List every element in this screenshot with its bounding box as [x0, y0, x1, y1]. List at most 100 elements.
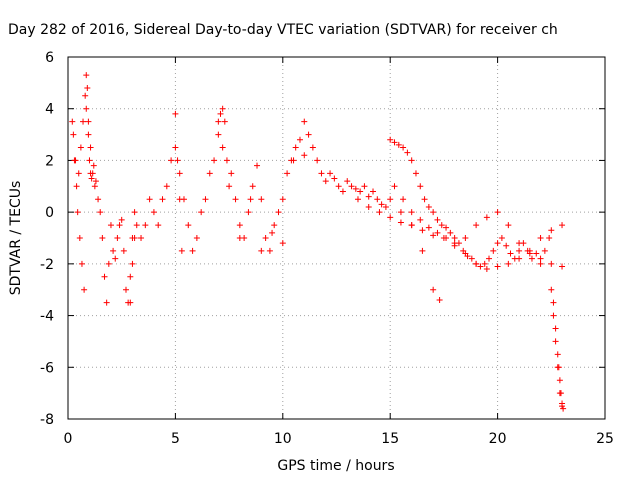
data-point — [168, 157, 175, 164]
data-point — [486, 255, 493, 262]
data-point — [503, 242, 510, 249]
data-point — [292, 144, 299, 151]
data-point — [78, 260, 85, 267]
y-tick-label: 2 — [45, 153, 54, 169]
data-point — [516, 247, 523, 254]
data-point — [211, 157, 218, 164]
y-axis-label: SDTVAR / TECUs — [8, 181, 24, 296]
data-point — [262, 235, 269, 241]
grid — [68, 57, 605, 419]
data-point — [223, 157, 230, 164]
data-point — [546, 235, 553, 241]
data-point — [400, 144, 407, 151]
data-point — [430, 286, 437, 293]
data-point — [494, 263, 501, 270]
data-point — [84, 85, 91, 92]
data-point — [331, 175, 338, 182]
data-point — [408, 157, 415, 164]
data-point — [163, 183, 170, 190]
data-point — [314, 157, 321, 164]
data-point — [434, 229, 441, 236]
data-point — [451, 235, 458, 241]
y-tick-labels: -8 -6 -4 -2 0 2 4 6 — [40, 50, 54, 428]
data-point — [560, 405, 567, 412]
data-point — [105, 260, 112, 267]
data-point — [481, 260, 488, 267]
data-point — [127, 299, 134, 306]
data-point — [434, 216, 441, 223]
data-point — [537, 255, 544, 262]
data-point — [81, 286, 88, 293]
data-point — [110, 247, 117, 254]
x-tick-label: 25 — [596, 431, 614, 447]
data-point — [249, 183, 256, 190]
data-point — [83, 105, 90, 112]
data-point — [76, 235, 83, 241]
data-point — [138, 235, 145, 241]
data-point — [548, 260, 555, 267]
data-point — [159, 196, 166, 203]
data-point — [146, 196, 153, 203]
data-point — [75, 170, 82, 177]
data-point — [425, 203, 432, 210]
data-point — [494, 240, 501, 247]
data-point — [344, 178, 351, 185]
data-point — [296, 136, 303, 143]
data-point — [90, 162, 97, 169]
data-point — [505, 260, 512, 267]
data-point — [498, 235, 505, 241]
data-point — [279, 196, 286, 203]
data-point — [118, 216, 125, 223]
data-point — [189, 247, 196, 254]
data-point — [83, 72, 90, 79]
data-point — [412, 170, 419, 177]
data-point — [103, 299, 110, 306]
data-point — [92, 178, 99, 185]
y-tick-label: -8 — [40, 412, 54, 428]
data-point — [494, 209, 501, 216]
data-point — [217, 110, 224, 117]
data-point — [421, 196, 428, 203]
data-point — [77, 144, 84, 151]
data-point — [236, 222, 243, 229]
data-point — [172, 144, 179, 151]
data-point — [559, 222, 566, 229]
data-point — [193, 235, 200, 241]
x-tick-labels: 0 5 10 15 20 25 — [64, 431, 614, 447]
data-point — [417, 183, 424, 190]
data-point — [112, 255, 119, 262]
data-point — [462, 250, 469, 257]
data-point — [462, 235, 469, 241]
data-point — [305, 131, 312, 138]
data-point — [430, 232, 437, 239]
data-point — [301, 152, 308, 159]
data-point — [87, 144, 94, 151]
data-point — [99, 235, 106, 241]
data-point — [490, 247, 497, 254]
data-point — [116, 222, 123, 229]
data-point — [127, 273, 134, 280]
data-point — [550, 312, 557, 319]
data-point — [440, 235, 447, 241]
data-point — [468, 255, 475, 262]
data-point — [370, 188, 377, 195]
data-point — [507, 250, 514, 257]
data-point — [516, 255, 523, 262]
y-tick-label: 4 — [45, 102, 54, 118]
data-point — [430, 209, 437, 216]
data-point — [122, 286, 129, 293]
data-point — [477, 263, 484, 270]
data-point — [348, 183, 355, 190]
data-point — [74, 209, 81, 216]
data-point — [85, 118, 92, 125]
data-point — [436, 297, 443, 304]
data-point — [483, 214, 490, 221]
data-point — [400, 196, 407, 203]
data-point — [397, 219, 404, 226]
data-point — [202, 196, 209, 203]
data-point — [516, 240, 523, 247]
data-point — [408, 209, 415, 216]
data-point — [322, 178, 329, 185]
